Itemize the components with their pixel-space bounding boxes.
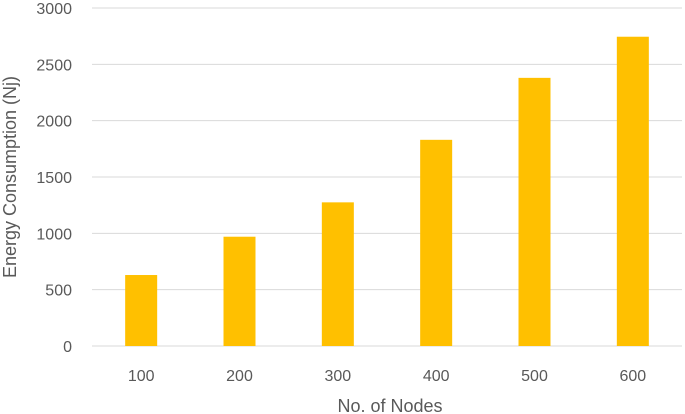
bar-400 — [420, 139, 453, 346]
bar-series — [125, 36, 649, 346]
bar-500 — [518, 77, 551, 346]
y-tick-label: 2000 — [36, 114, 72, 131]
y-axis-title: Energy Consumption (Nj) — [0, 76, 20, 278]
y-tick-label: 0 — [63, 339, 72, 356]
bar-300 — [321, 202, 354, 346]
y-tick-label: 2500 — [36, 57, 72, 74]
x-tick-label: 500 — [521, 368, 548, 385]
x-tick-label: 200 — [226, 368, 253, 385]
x-axis-ticks: 100 200 300 400 500 600 — [128, 368, 646, 385]
x-tick-label: 400 — [423, 368, 450, 385]
gridlines — [92, 7, 682, 347]
y-tick-label: 1500 — [36, 170, 72, 187]
x-tick-label: 100 — [128, 368, 155, 385]
bar-600 — [616, 36, 649, 346]
x-tick-label: 600 — [619, 368, 646, 385]
y-tick-label: 1000 — [36, 226, 72, 243]
y-tick-label: 3000 — [36, 1, 72, 18]
bar-100 — [125, 275, 158, 346]
y-axis-ticks: 0 500 1000 1500 2000 2500 3000 — [36, 1, 72, 356]
x-tick-label: 300 — [324, 368, 351, 385]
x-axis-title: No. of Nodes — [337, 396, 442, 414]
bar-200 — [223, 236, 256, 346]
y-tick-label: 500 — [45, 283, 72, 300]
